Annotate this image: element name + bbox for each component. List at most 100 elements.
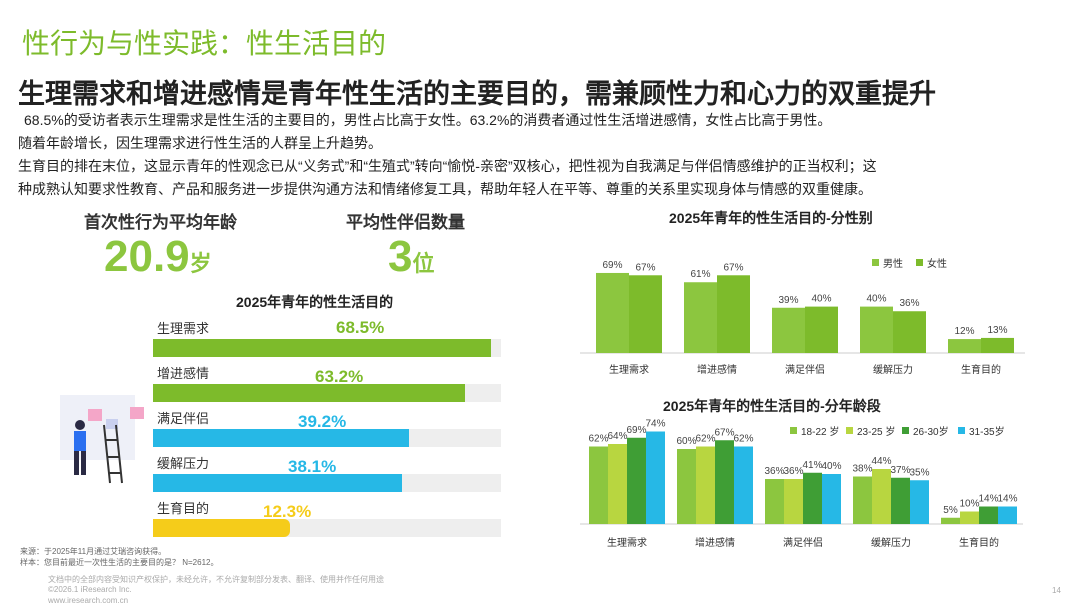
hbar-value-label: 38.1% bbox=[288, 457, 337, 476]
bar bbox=[893, 311, 926, 353]
bar-value-label: 14% bbox=[978, 494, 998, 505]
bar-value-label: 13% bbox=[987, 325, 1007, 336]
kpi-partner-count-label: 平均性伴侣数量 bbox=[346, 213, 465, 232]
bar bbox=[853, 476, 872, 524]
illustration-note-blue bbox=[106, 419, 118, 429]
bar-value-label: 36% bbox=[783, 466, 803, 477]
illustration-board bbox=[60, 395, 135, 460]
bar-value-label: 10% bbox=[959, 499, 979, 510]
legend-label: 31-35岁 bbox=[969, 425, 1005, 438]
person-ladder-illustration bbox=[60, 395, 144, 484]
bar bbox=[805, 306, 838, 353]
hbar-category-label: 满足伴侣 bbox=[157, 411, 210, 426]
legend-label: 23-25 岁 bbox=[857, 425, 895, 438]
bar-value-label: 60% bbox=[676, 436, 696, 447]
bar-value-label: 40% bbox=[821, 461, 841, 472]
illustration-note-pink bbox=[88, 409, 102, 421]
bar-value-label: 67% bbox=[635, 262, 655, 273]
body-text-line-1: 68.5%的受访者表示生理需求是性生活的主要目的，男性占比高于女性。63.2%的… bbox=[24, 112, 832, 128]
page-number: 14 bbox=[1052, 586, 1061, 595]
bar-value-label: 36% bbox=[764, 466, 784, 477]
footnote-sample: 样本：您目前最近一次性生活的主要目的是？ N=2612。 bbox=[20, 558, 219, 567]
bar-value-label: 74% bbox=[645, 419, 665, 430]
x-tick-label: 缓解压力 bbox=[873, 363, 913, 376]
legend-swatch bbox=[902, 427, 909, 434]
bar bbox=[803, 472, 822, 524]
hbar-bar bbox=[153, 519, 290, 537]
bar-value-label: 14% bbox=[997, 494, 1017, 505]
illustration-person-leg bbox=[74, 451, 79, 475]
hbar-bar bbox=[153, 429, 410, 447]
bar bbox=[891, 477, 910, 524]
body-text-line-3: 生育目的排在末位，这显示青年的性观念已从“义务式”和“生殖式”转向“愉悦-亲密”… bbox=[18, 158, 877, 174]
bar-value-label: 41% bbox=[802, 460, 822, 471]
bar bbox=[948, 339, 981, 353]
bar bbox=[765, 479, 784, 524]
x-tick-label: 生育目的 bbox=[959, 536, 999, 549]
hbar-category-label: 增进感情 bbox=[157, 366, 210, 381]
hbar-bar bbox=[153, 339, 492, 357]
kpi-partner-count-value: 3位 bbox=[388, 232, 435, 282]
bar bbox=[960, 511, 979, 524]
bar-value-label: 36% bbox=[899, 298, 919, 309]
legend-label: 女性 bbox=[927, 257, 947, 270]
kpi-first-sex-age-number: 20.9 bbox=[104, 232, 190, 281]
bar-value-label: 62% bbox=[695, 434, 715, 445]
x-tick-label: 生理需求 bbox=[609, 363, 649, 376]
bar bbox=[941, 517, 960, 524]
bar bbox=[772, 307, 805, 353]
bar-value-label: 67% bbox=[723, 262, 743, 273]
footnote-disclaimer: 文档中的全部内容受知识产权保护，未经允许，不允许复制部分发表、翻译、使用并作任何… bbox=[48, 575, 384, 584]
bar-value-label: 40% bbox=[866, 294, 886, 305]
bar bbox=[998, 506, 1017, 524]
bar bbox=[822, 474, 841, 524]
bar-value-label: 69% bbox=[626, 425, 646, 436]
age-chart-title: 2025年青年的性生活目的-分年龄段 bbox=[663, 398, 881, 414]
bar-value-label: 38% bbox=[852, 464, 872, 475]
kpi-partner-count-number: 3 bbox=[388, 232, 413, 281]
legend-label: 26-30岁 bbox=[913, 425, 949, 438]
hbar-category-label: 缓解压力 bbox=[157, 456, 210, 471]
hbar-value-label: 39.2% bbox=[298, 412, 347, 431]
bar-value-label: 61% bbox=[690, 269, 710, 280]
bar bbox=[910, 480, 929, 524]
body-text-line-2: 随着年龄增长，因生理需求进行性生活的人群呈上升趋势。 bbox=[18, 135, 382, 151]
x-tick-label: 缓解压力 bbox=[871, 536, 911, 549]
bar bbox=[608, 444, 627, 524]
hbar-bar bbox=[153, 474, 403, 492]
gender-chart-title: 2025年青年的性生活目的-分性别 bbox=[669, 210, 873, 226]
x-tick-label: 生育目的 bbox=[961, 363, 1001, 376]
illustration-person-leg bbox=[81, 451, 86, 475]
bar bbox=[784, 479, 803, 524]
illustration-note-pink-2 bbox=[130, 407, 144, 419]
bar-value-label: 62% bbox=[733, 434, 753, 445]
bar bbox=[717, 275, 750, 353]
gender-bar-chart: 69% 67% 生理需求 61% 67% 增进感情 39% 40% 满足伴侣 40% 36% 缓解压力… bbox=[580, 257, 1025, 376]
bar bbox=[981, 337, 1014, 353]
kpi-first-sex-age-label: 首次性行为平均年龄 bbox=[84, 213, 237, 232]
illustration-person-head bbox=[75, 420, 85, 430]
bar bbox=[872, 469, 891, 524]
bar-value-label: 37% bbox=[890, 465, 910, 476]
hbar-category-label: 生育目的 bbox=[157, 501, 210, 516]
bar-value-label: 35% bbox=[909, 467, 929, 478]
hbar-value-label: 68.5% bbox=[336, 318, 385, 337]
bar bbox=[715, 440, 734, 524]
legend-label: 18-22 岁 bbox=[801, 425, 839, 438]
hbar-bar bbox=[153, 384, 466, 402]
footnote-website: www.iresearch.com.cn bbox=[48, 596, 129, 605]
bar bbox=[596, 272, 629, 353]
bar-value-label: 67% bbox=[714, 427, 734, 438]
bar bbox=[979, 506, 998, 524]
x-tick-label: 满足伴侣 bbox=[785, 363, 825, 376]
body-text-line-4: 种成熟认知要求性教育、产品和服务进一步提供沟通方法和情绪修复工具，帮助年轻人在平… bbox=[18, 181, 872, 197]
legend-label: 男性 bbox=[883, 257, 903, 270]
page-title: 性行为与性实践：性生活目的 bbox=[22, 28, 387, 59]
x-tick-label: 增进感情 bbox=[697, 363, 737, 376]
age-bar-chart: 62%64%69%74%生理需求60%62%67%62%增进感情36%36%41… bbox=[580, 419, 1023, 549]
hbar-value-label: 12.3% bbox=[263, 502, 312, 521]
hbar-value-label: 63.2% bbox=[315, 367, 364, 386]
hbar-chart-title: 2025年青年的性生活目的 bbox=[236, 294, 394, 310]
page-subtitle: 生理需求和增进感情是青年性生活的主要目的，需兼顾性力和心力的双重提升 bbox=[18, 79, 936, 109]
hbar-chart: 生理需求 68.5% 增进感情 63.2% 满足伴侣 39.2% 缓解压力 38.1% 生育目的… bbox=[153, 318, 503, 543]
